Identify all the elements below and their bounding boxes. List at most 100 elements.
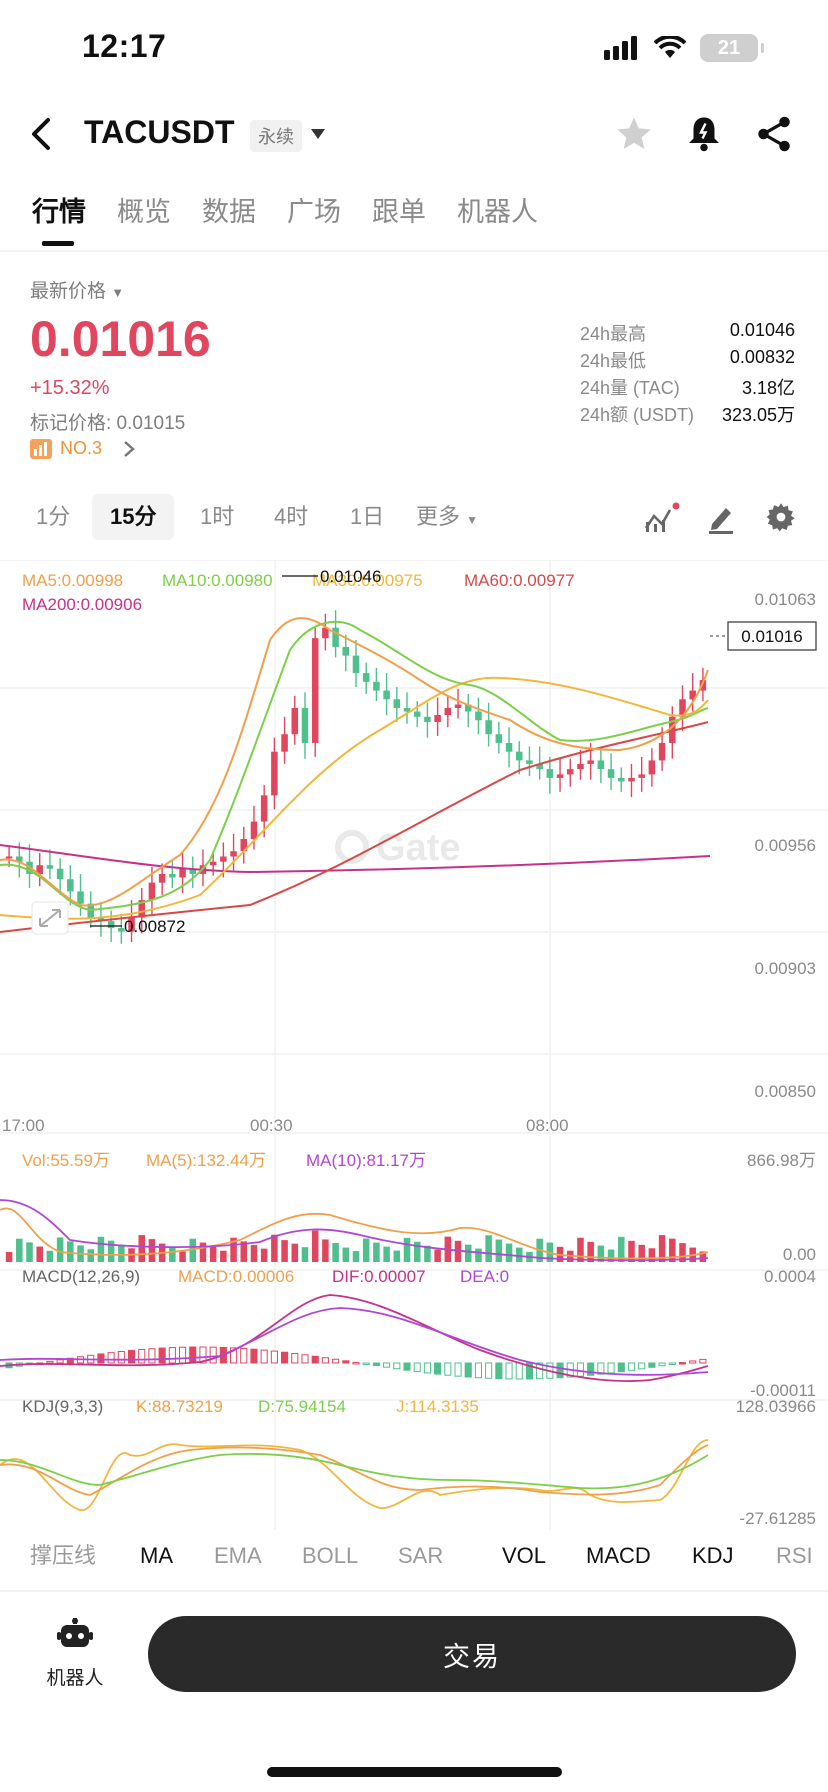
signal-icon (604, 36, 637, 60)
candle-body (97, 917, 105, 922)
volume-bar (638, 1244, 645, 1262)
candle-body (424, 716, 431, 722)
macd-legend-dif: DIF:0.00007 (332, 1267, 426, 1286)
tab-data[interactable]: 数据 (202, 197, 256, 227)
ma5-line (0, 617, 709, 907)
current-price-tag (727, 621, 817, 651)
volume-bar (240, 1241, 248, 1262)
tab-market[interactable]: 行情 (32, 190, 86, 246)
volume-bar (5, 1252, 13, 1262)
alert-bell-icon[interactable] (686, 114, 722, 154)
volume-bar (505, 1243, 513, 1262)
kdj-legend-d: D:75.94154 (258, 1397, 346, 1416)
volume-bar (587, 1241, 594, 1262)
macd-bar (46, 1360, 54, 1364)
tf-15m[interactable]: 15分 (92, 494, 175, 540)
macd-bar (413, 1362, 421, 1373)
macd-bar (168, 1347, 176, 1364)
ind-ma[interactable]: MA (140, 1543, 173, 1568)
ind-support-resistance[interactable]: 撑压线 (30, 1543, 97, 1568)
latest-price-label[interactable]: 最新价格 ▼ (30, 281, 125, 302)
macd-bar (178, 1346, 187, 1364)
macd-bar (250, 1348, 258, 1364)
tf-1m[interactable]: 1分 (36, 504, 71, 529)
candle-body (46, 865, 54, 869)
macd-bar (230, 1347, 238, 1364)
ind-rsi[interactable]: RSI (776, 1543, 813, 1568)
status-bar: 12:17 21 (0, 0, 828, 96)
volume-bar (281, 1240, 288, 1262)
ma30-line (0, 676, 709, 920)
macd-bar (311, 1355, 319, 1364)
candle-body (393, 699, 401, 709)
ind-sar[interactable]: SAR (398, 1543, 444, 1568)
candle-body (505, 742, 513, 752)
robot-button[interactable]: 机器人 (40, 1618, 110, 1698)
candle-body (56, 868, 64, 880)
tf-more[interactable]: 更多 ▼ (416, 504, 479, 529)
kdj-legend-name: KDJ(9,3,3) (22, 1397, 103, 1416)
candle-body (658, 742, 666, 761)
back-icon[interactable] (28, 116, 56, 152)
macd-bar (199, 1346, 207, 1364)
candle-body (322, 627, 329, 639)
price-axis-label: 0.00850 (755, 1082, 816, 1101)
volume-bar (342, 1247, 350, 1262)
battery-level: 21 (717, 36, 741, 59)
ind-boll[interactable]: BOLL (302, 1543, 359, 1568)
low-label: 0.00872 (124, 917, 185, 936)
volume-bar (199, 1242, 207, 1262)
candle-body (434, 715, 441, 722)
candle-body (362, 673, 370, 682)
candle-body (475, 711, 482, 721)
candle-body (413, 711, 421, 717)
share-icon[interactable] (756, 114, 792, 154)
tab-copy-trading[interactable]: 跟单 (372, 197, 426, 227)
draw-pen-icon[interactable] (706, 502, 736, 534)
tf-1h[interactable]: 1时 (200, 504, 235, 529)
robot-label: 机器人 (46, 1668, 104, 1689)
trade-button[interactable]: 交易 (148, 1616, 796, 1692)
kdj-d-line (0, 1452, 709, 1490)
volume-bar (322, 1239, 329, 1262)
candle-body (169, 873, 176, 878)
candle-body (118, 928, 125, 932)
rank-label: NO.3 (60, 438, 103, 458)
ind-vol[interactable]: VOL (502, 1543, 547, 1568)
candle-body (342, 646, 350, 656)
candle-body (638, 774, 645, 778)
candle-body (536, 763, 543, 770)
divider (0, 1590, 828, 1592)
dropdown-caret-icon[interactable] (310, 128, 326, 140)
tab-overview[interactable]: 概览 (117, 197, 171, 227)
kline-chart[interactable]: Gate MA5:0.00998 MA10:0.00980 MA30:0.009… (0, 560, 828, 1530)
volume-bar (597, 1245, 605, 1262)
candle-body (107, 921, 115, 929)
ind-macd[interactable]: MACD (586, 1543, 651, 1568)
macd-bar (270, 1350, 278, 1364)
macd-bar (678, 1362, 687, 1365)
kdj-axis-max: 128.03966 (736, 1397, 816, 1416)
macd-bar (658, 1362, 666, 1367)
header: TACUSDT 永续 (0, 100, 828, 170)
tf-1d[interactable]: 1日 (350, 504, 385, 529)
legend-ma200: MA200:0.00906 (22, 595, 142, 614)
rank-badge[interactable]: NO.3 (30, 438, 136, 459)
pair-title[interactable]: TACUSDT (84, 114, 235, 150)
indicator-icon[interactable] (644, 502, 680, 534)
tab-bot[interactable]: 机器人 (457, 197, 538, 227)
macd-bar (117, 1351, 125, 1364)
tf-4h[interactable]: 4时 (274, 504, 309, 529)
macd-legend-name: MACD(12,26,9) (22, 1267, 140, 1286)
ind-ema[interactable]: EMA (214, 1543, 262, 1568)
macd-bar (291, 1352, 299, 1364)
candle-body (138, 900, 146, 918)
settings-gear-icon[interactable] (766, 502, 796, 532)
star-icon[interactable] (614, 114, 654, 154)
ind-kdj[interactable]: KDJ (692, 1543, 734, 1568)
wifi-icon (654, 36, 686, 58)
volume-bar (26, 1242, 33, 1262)
chart-grid (0, 560, 828, 1530)
tab-square[interactable]: 广场 (287, 197, 341, 227)
kdj-legend-j: J:114.3135 (396, 1397, 479, 1416)
